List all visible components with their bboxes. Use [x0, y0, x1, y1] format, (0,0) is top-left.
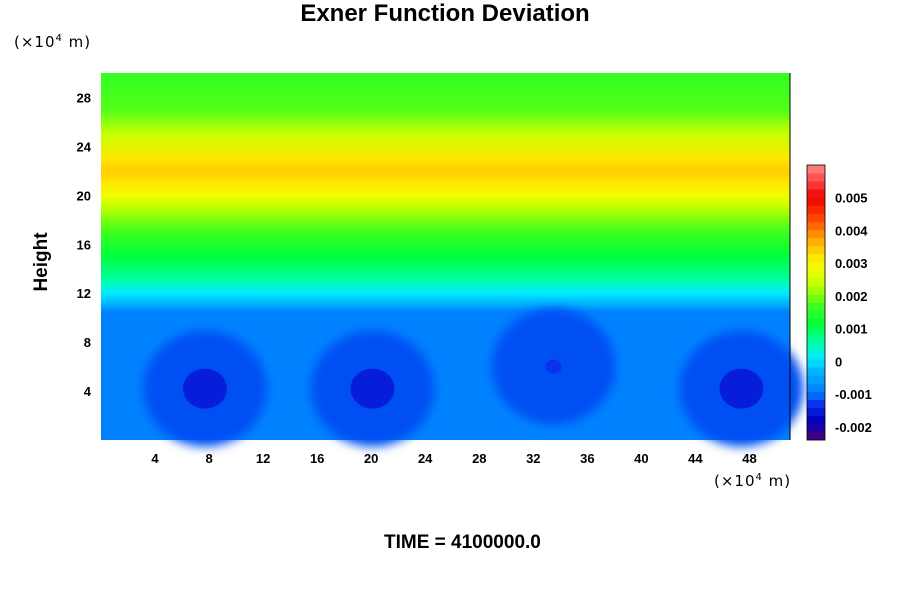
field-area: [101, 73, 804, 447]
colorbar-band-17: [807, 294, 825, 303]
x-tick-label-1: 8: [205, 451, 212, 466]
colorbar-band-8: [807, 367, 825, 376]
y-unit-label: (×104 m): [14, 33, 92, 51]
x-tick-label-4: 20: [364, 451, 378, 466]
x-tick-label-10: 44: [688, 451, 703, 466]
colorbar-band-5: [807, 391, 825, 400]
colorbar-frame: [806, 164, 826, 441]
x-unit-label: (×104 m): [714, 472, 792, 490]
y-tick-label-3: 16: [77, 237, 91, 252]
minimum-core-2: [545, 359, 562, 374]
y-tick-label-4: 20: [77, 188, 91, 203]
x-axis: 4 8 12 16 20 24 28 32 36 40 44 48: [151, 451, 756, 466]
colorbar-tick-label-0: 0.005: [835, 191, 868, 206]
colorbar: 0.005 0.004 0.003 0.002 0.001 0 -0.001 -0.002: [806, 164, 872, 441]
colorbar-band-26: [807, 221, 825, 231]
colorbar-band-12: [807, 334, 825, 344]
x-tick-label-7: 32: [526, 451, 540, 466]
colorbar-band-30: [807, 189, 825, 198]
chart-title: Exner Function Deviation: [300, 0, 590, 27]
y-axis: 4 8 12 16 20 24 28: [77, 91, 92, 400]
colorbar-band-31: [807, 181, 825, 190]
colorbar-band-22: [807, 253, 825, 263]
minimum-core-1: [350, 368, 395, 409]
colorbar-band-16: [807, 302, 825, 311]
y-tick-label-6: 28: [77, 91, 91, 106]
colorbar-band-6: [807, 383, 825, 392]
colorbar-band-21: [807, 262, 825, 271]
colorbar-band-0: [807, 431, 825, 441]
x-tick-label-5: 24: [418, 451, 433, 466]
colorbar-band-1: [807, 423, 825, 433]
time-label: TIME = 4100000.0: [384, 532, 541, 553]
colorbar-band-24: [807, 237, 825, 247]
y-tick-label-2: 12: [77, 286, 91, 301]
colorbar-tick-label-1: 0.004: [835, 224, 868, 239]
colorbar-tick-label-2: 0.003: [835, 256, 868, 271]
colorbar-band-23: [807, 245, 825, 255]
colorbar-band-29: [807, 197, 825, 206]
colorbar-band-20: [807, 270, 825, 279]
colorbar-tick-label-7: -0.002: [835, 420, 872, 435]
colorbar-tick-label-6: -0.001: [835, 387, 872, 402]
y-tick-label-0: 4: [84, 384, 92, 399]
colorbar-band-14: [807, 318, 825, 328]
y-tick-label-1: 8: [84, 335, 91, 350]
colorbar-band-4: [807, 399, 825, 408]
minimum-core-0: [183, 368, 227, 409]
x-tick-label-2: 12: [256, 451, 270, 466]
colorbar-band-32: [807, 173, 825, 182]
colorbar-band-25: [807, 229, 825, 239]
colorbar-band-9: [807, 359, 825, 368]
y-tick-label-5: 24: [77, 139, 92, 154]
colorbar-tick-label-4: 0.001: [835, 322, 868, 337]
colorbar-band-13: [807, 326, 825, 336]
x-tick-label-8: 36: [580, 451, 594, 466]
colorbar-band-10: [807, 351, 825, 360]
x-tick-label-11: 48: [742, 451, 756, 466]
colorbar-tick-label-5: 0: [835, 354, 842, 369]
colorbar-band-15: [807, 310, 825, 319]
minimum-core-3: [719, 368, 764, 409]
x-tick-label-0: 4: [151, 451, 159, 466]
x-tick-label-6: 28: [472, 451, 486, 466]
colorbar-band-3: [807, 407, 825, 417]
x-tick-label-9: 40: [634, 451, 648, 466]
colorbar-band-27: [807, 213, 825, 222]
colorbar-band-11: [807, 342, 825, 352]
colorbar-band-19: [807, 278, 825, 287]
colorbar-band-28: [807, 205, 825, 214]
colorbar-band-33: [807, 165, 825, 174]
colorbar-band-18: [807, 286, 825, 295]
colorbar-band-2: [807, 415, 825, 425]
colorbar-tick-label-3: 0.002: [835, 289, 868, 304]
x-tick-label-3: 16: [310, 451, 324, 466]
colorbar-band-7: [807, 375, 825, 384]
